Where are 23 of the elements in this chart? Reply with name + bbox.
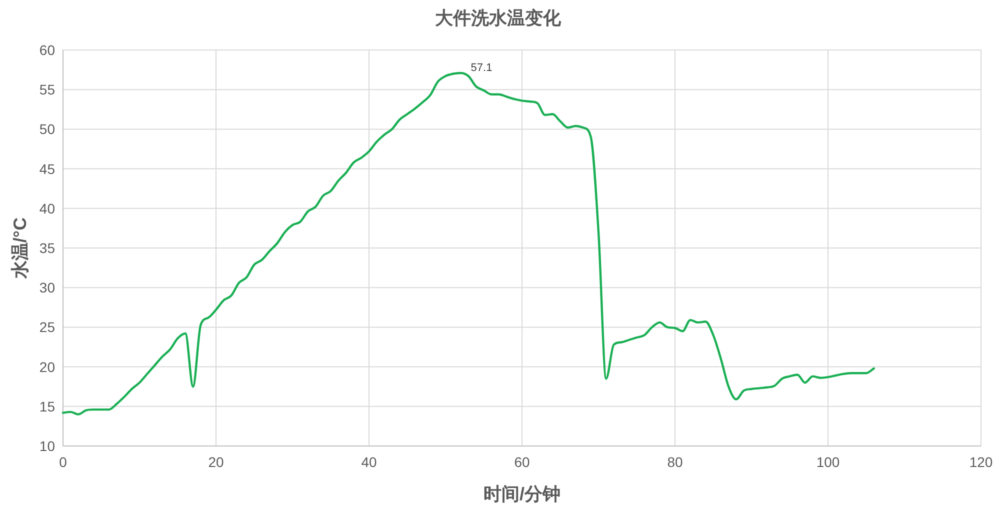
x-tick-label: 20 bbox=[208, 454, 224, 470]
chart-title: 大件洗水温变化 bbox=[434, 8, 562, 28]
x-tick-label: 100 bbox=[816, 454, 840, 470]
y-tick-label: 15 bbox=[39, 398, 56, 414]
y-tick-label: 10 bbox=[39, 438, 56, 454]
y-tick-label: 25 bbox=[39, 319, 56, 336]
y-axis-title: 水温/°C bbox=[10, 217, 30, 280]
y-tick-label: 55 bbox=[39, 82, 56, 98]
x-tick-label: 0 bbox=[59, 454, 68, 470]
line-series bbox=[62, 72, 875, 416]
y-tick-label: 60 bbox=[39, 42, 56, 58]
y-tick-label: 40 bbox=[39, 200, 56, 216]
x-tick-label: 120 bbox=[969, 454, 993, 470]
x-axis-title: 时间/分钟 bbox=[483, 484, 561, 504]
y-tick-label: 35 bbox=[39, 240, 56, 256]
x-tick-label: 80 bbox=[667, 454, 683, 470]
y-tick-label: 30 bbox=[39, 280, 56, 296]
y-tick-label: 50 bbox=[39, 121, 56, 138]
y-tick-label: 45 bbox=[39, 160, 56, 177]
y-tick-label: 20 bbox=[39, 358, 56, 375]
x-tick-label: 40 bbox=[361, 454, 377, 470]
x-tick-label: 60 bbox=[514, 454, 530, 470]
annotation: 57.1 bbox=[470, 62, 492, 74]
